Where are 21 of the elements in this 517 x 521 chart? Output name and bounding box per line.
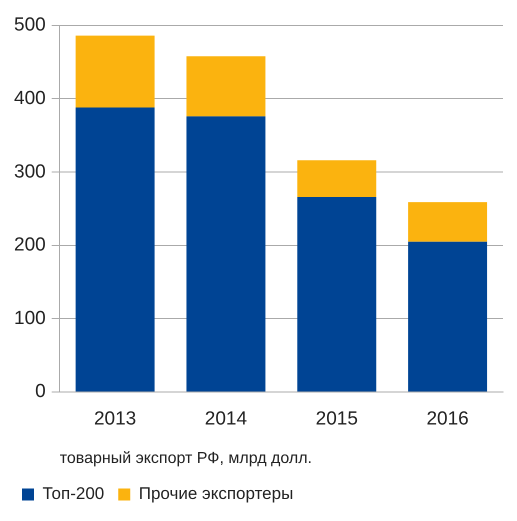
y-tick-label: 200 bbox=[14, 234, 46, 256]
x-tick-label: 2014 bbox=[204, 408, 248, 430]
y-tick-label: 300 bbox=[14, 161, 46, 182]
bar bbox=[76, 36, 155, 108]
x-tick-label: 2013 bbox=[94, 408, 136, 430]
bar bbox=[408, 202, 488, 242]
legend-label: Прочие экспортеры bbox=[138, 484, 294, 504]
bar bbox=[297, 160, 376, 197]
y-tick-label: 100 bbox=[14, 308, 46, 329]
x-tick-label: 2015 bbox=[316, 408, 358, 430]
bar bbox=[76, 108, 155, 392]
bar bbox=[186, 56, 266, 116]
y-tick-label: 0 bbox=[35, 381, 46, 402]
x-tick-label: 2016 bbox=[426, 408, 469, 430]
legend-label: Топ-200 bbox=[42, 484, 104, 504]
bar bbox=[408, 242, 488, 392]
y-tick-label: 400 bbox=[14, 88, 46, 109]
y-tick-label: 500 bbox=[14, 14, 46, 36]
x-axis-title: товарный экспорт РФ, млрд долл. bbox=[60, 450, 312, 467]
bar bbox=[186, 116, 266, 392]
bar bbox=[297, 196, 376, 392]
